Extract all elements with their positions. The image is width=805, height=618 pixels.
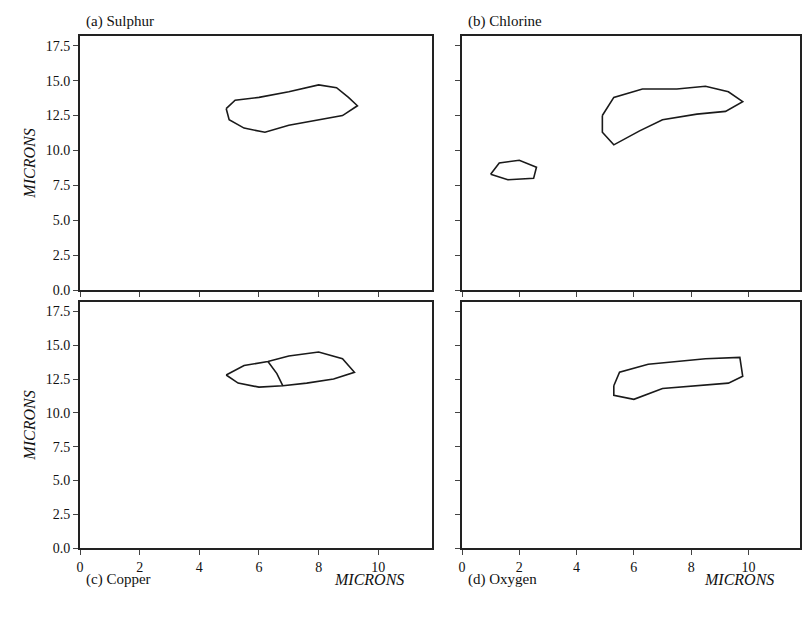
- svg-text:15.0: 15.0: [46, 74, 71, 89]
- svg-text:2: 2: [516, 560, 523, 575]
- svg-text:(d) Oxygen: (d) Oxygen: [468, 571, 537, 588]
- svg-text:MICRONS: MICRONS: [21, 128, 38, 198]
- svg-text:MICRONS: MICRONS: [334, 571, 404, 588]
- svg-text:6: 6: [255, 560, 262, 575]
- svg-text:5.0: 5.0: [53, 213, 71, 228]
- svg-text:7.5: 7.5: [53, 440, 71, 455]
- svg-text:5.0: 5.0: [53, 473, 71, 488]
- svg-text:MICRONS: MICRONS: [21, 390, 38, 460]
- svg-text:8: 8: [688, 560, 695, 575]
- svg-text:10: 10: [371, 560, 385, 575]
- svg-text:17.5: 17.5: [46, 304, 71, 319]
- svg-text:(b) Chlorine: (b) Chlorine: [468, 13, 542, 30]
- svg-text:10.0: 10.0: [46, 143, 71, 158]
- svg-text:10.0: 10.0: [46, 406, 71, 421]
- svg-text:12.5: 12.5: [46, 372, 71, 387]
- svg-text:12.5: 12.5: [46, 108, 71, 123]
- svg-text:8: 8: [315, 560, 322, 575]
- svg-text:17.5: 17.5: [46, 39, 71, 54]
- svg-text:6: 6: [630, 560, 637, 575]
- svg-text:2.5: 2.5: [53, 507, 71, 522]
- svg-text:15.0: 15.0: [46, 338, 71, 353]
- svg-text:2.5: 2.5: [53, 248, 71, 263]
- svg-text:(a) Sulphur: (a) Sulphur: [86, 13, 154, 30]
- svg-text:10: 10: [741, 560, 755, 575]
- svg-text:7.5: 7.5: [53, 178, 71, 193]
- svg-text:4: 4: [196, 560, 203, 575]
- svg-text:0: 0: [459, 560, 466, 575]
- svg-text:0: 0: [77, 560, 84, 575]
- svg-text:0.0: 0.0: [53, 283, 71, 298]
- svg-text:4: 4: [573, 560, 580, 575]
- svg-text:0.0: 0.0: [53, 541, 71, 556]
- svg-text:MICRONS: MICRONS: [704, 571, 774, 588]
- svg-text:2: 2: [136, 560, 143, 575]
- svg-text:(c) Copper: (c) Copper: [86, 571, 151, 588]
